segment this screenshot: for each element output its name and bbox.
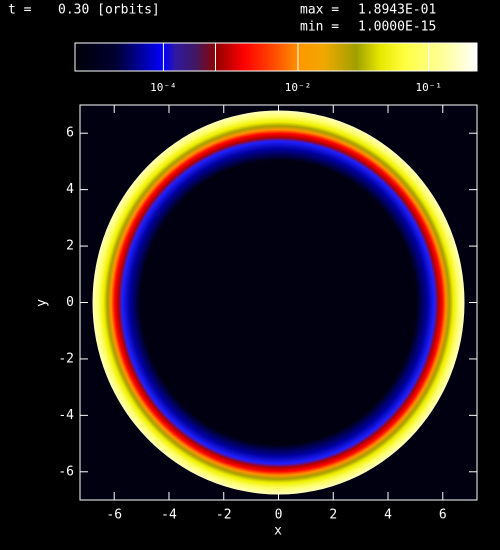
max-value: 1.8943E-01 <box>358 3 436 18</box>
time-value: 0.30 [orbits] <box>58 3 160 18</box>
y-tick-label: -4 <box>58 408 74 423</box>
x-tick-label: 0 <box>275 508 283 523</box>
x-tick-label: 2 <box>329 508 337 523</box>
min-label: min = <box>300 20 339 35</box>
time-label: t = <box>8 3 32 18</box>
density-image <box>92 110 465 495</box>
colorbar <box>74 42 478 72</box>
colorbar-tick-label: 10⁻¹ <box>415 81 442 94</box>
y-tick-label: 0 <box>66 295 74 310</box>
colorbar-tick-label: 10⁻⁴ <box>150 81 177 94</box>
y-tick-label: -6 <box>58 464 74 479</box>
y-tick-label: 6 <box>66 126 74 141</box>
min-value: 1.0000E-15 <box>358 20 436 35</box>
y-axis-label: y <box>35 299 50 307</box>
max-label: max = <box>300 3 339 18</box>
x-tick-label: -4 <box>161 508 177 523</box>
x-tick-label: 6 <box>439 508 447 523</box>
colorbar-tick-label: 10⁻² <box>285 81 312 94</box>
x-tick-label: -2 <box>216 508 232 523</box>
y-tick-label: 4 <box>66 182 74 197</box>
x-tick-label: -6 <box>106 508 122 523</box>
x-axis-label: x <box>274 524 282 539</box>
x-tick-label: 4 <box>384 508 392 523</box>
y-tick-label: -2 <box>58 351 74 366</box>
y-tick-label: 2 <box>66 239 74 254</box>
